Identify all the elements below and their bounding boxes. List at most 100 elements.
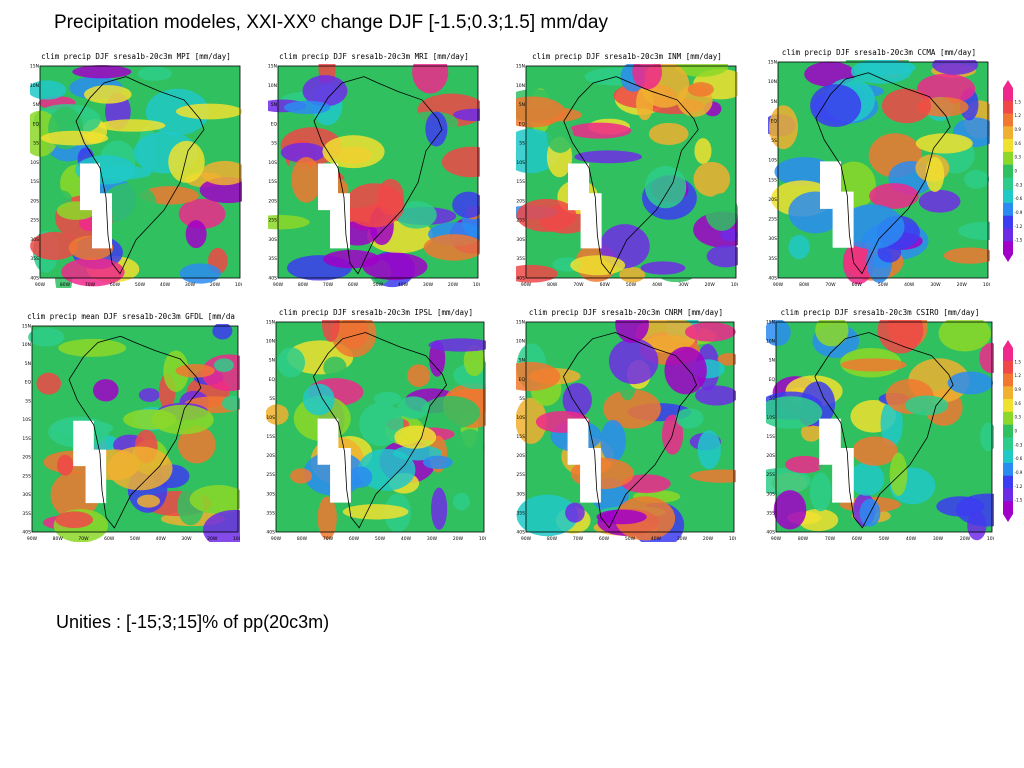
lat-tick-label: 30S [766, 491, 775, 497]
lon-tick-label: 10W [233, 536, 240, 542]
colorbar-segment [1003, 202, 1013, 216]
contour-patch [396, 201, 437, 229]
lon-tick-label: 80W [798, 536, 809, 542]
contour-patch [693, 161, 731, 197]
coastline [563, 76, 699, 275]
contour-patch [422, 455, 453, 470]
lon-tick-label: 30W [427, 536, 438, 542]
lon-tick-label: 80W [60, 282, 71, 288]
lat-tick-label: 40S [30, 276, 39, 282]
contour-patch [644, 165, 687, 209]
lon-tick-label: 30W [185, 282, 196, 288]
lon-tick-label: 70W [825, 536, 836, 542]
lat-tick-label: 35S [768, 256, 777, 262]
colorbar-label: 1.5 [1015, 99, 1022, 104]
lon-tick-label: 70W [825, 282, 836, 288]
lon-tick-label: 40W [651, 536, 662, 542]
contour-patch [56, 454, 74, 476]
lon-tick-label: 70W [323, 536, 334, 542]
contour-patch [963, 169, 990, 189]
units-note: Unities : [-15;3;15]% of pp(20c3m) [56, 612, 330, 632]
lat-tick-label: EQ [25, 380, 32, 386]
lat-tick-label: EQ [519, 377, 526, 383]
contour-patch [178, 198, 226, 229]
colorbar-cap [1003, 514, 1013, 522]
contour-patch [706, 245, 738, 268]
lat-tick-label: 20S [22, 455, 31, 461]
lon-tick-label: 30W [677, 536, 688, 542]
lon-tick-label: 30W [423, 282, 434, 288]
contour-patch [619, 267, 646, 283]
lon-tick-label: 90W [27, 536, 38, 542]
contour-patch [570, 255, 626, 276]
lat-tick-label: 15S [266, 434, 275, 440]
lat-tick-label: 35S [516, 510, 525, 516]
colorbar-label: 0.9 [1015, 127, 1022, 132]
lat-tick-label: 35S [30, 256, 39, 262]
contour-patch [107, 446, 173, 491]
contour-patch [810, 84, 862, 128]
contour-patch [168, 140, 205, 183]
contour-patch [615, 320, 649, 343]
masked-region [80, 163, 112, 249]
lat-tick-label: 20S [768, 197, 777, 203]
colorbar-label: 0 [1015, 429, 1018, 434]
lon-tick-label: 90W [521, 536, 532, 542]
contour-patch [441, 146, 480, 178]
lat-tick-label: 30S [268, 237, 277, 243]
contour-patch [840, 358, 907, 372]
lat-tick-label: 40S [266, 530, 275, 536]
lat-tick-label: 15S [766, 434, 775, 440]
map-frame [525, 65, 737, 279]
contour-patch [839, 204, 905, 250]
contour-patch [359, 402, 404, 447]
map-panel-gfdl: clim precip mean DJF sresa1b-20c3m GFDL … [22, 310, 240, 542]
contour-patch [30, 80, 67, 100]
colorbar-segment [1003, 437, 1013, 451]
coastline [815, 72, 951, 275]
contour-patch [30, 231, 78, 261]
masked-region [819, 418, 854, 503]
lon-tick-label: 20W [210, 282, 221, 288]
colorbar-label: 0.6 [1015, 141, 1022, 146]
contour-patch [348, 466, 373, 488]
lat-tick-label: 40S [766, 530, 775, 536]
colorbar-svg: 1.5 1.2 0.9 0.6 0.3 0 -0.3 -0.6 -0.9 -1.2 -1.5 [1003, 80, 1023, 262]
colorbar-label: -1.5 [1015, 498, 1023, 503]
precip-map: 90W 80W 70W 60W 50W 40W 30W 20W 10W 15N 10N 5N EQ 5S 1… [30, 64, 242, 288]
contour-patch [947, 371, 993, 395]
masked-region [567, 418, 601, 503]
lon-tick-label: 20W [705, 282, 716, 288]
contour-patch [379, 321, 426, 349]
lon-tick-label: 60W [599, 536, 610, 542]
contour-patch [565, 502, 585, 523]
lat-tick-label: 30S [516, 237, 525, 243]
contour-patch [397, 396, 430, 420]
colorbar-segment [1003, 113, 1013, 127]
lat-tick-label: 5S [769, 396, 775, 402]
lat-tick-label: EQ [769, 377, 776, 383]
contour-patch [648, 122, 689, 146]
lat-tick-label: EQ [271, 121, 278, 127]
colorbar-cap [1003, 340, 1013, 348]
masked-region [73, 420, 107, 504]
lat-tick-label: 10N [516, 339, 525, 345]
precip-map: 90W 80W 70W 60W 50W 40W 30W 20W 10W 15N 10N 5N EQ 5S 1… [768, 60, 990, 288]
map-panel-ccma: clim precip DJF sresa1b-20c3m CCMA [mm/d… [768, 46, 990, 288]
contour-patch [453, 108, 480, 121]
lat-tick-label: 30S [768, 236, 777, 242]
contour-patch [452, 492, 471, 511]
lon-tick-label: 10W [473, 282, 480, 288]
contour-patch [137, 494, 161, 508]
contour-patch [857, 60, 916, 76]
lat-tick-label: 10S [268, 160, 277, 166]
contour-patch [55, 511, 94, 529]
contour-patch [41, 130, 109, 146]
lon-tick-label: 10W [987, 536, 994, 542]
contour-patch [421, 395, 480, 430]
lon-tick-label: 60W [348, 282, 359, 288]
contour-patch [175, 103, 242, 120]
lon-tick-label: 20W [960, 536, 971, 542]
colorbar-svg: 1.5 1.2 0.9 0.6 0.3 0 -0.3 -0.6 -0.9 -1.2 -1.5 [1003, 340, 1023, 522]
masked-region [317, 418, 351, 503]
